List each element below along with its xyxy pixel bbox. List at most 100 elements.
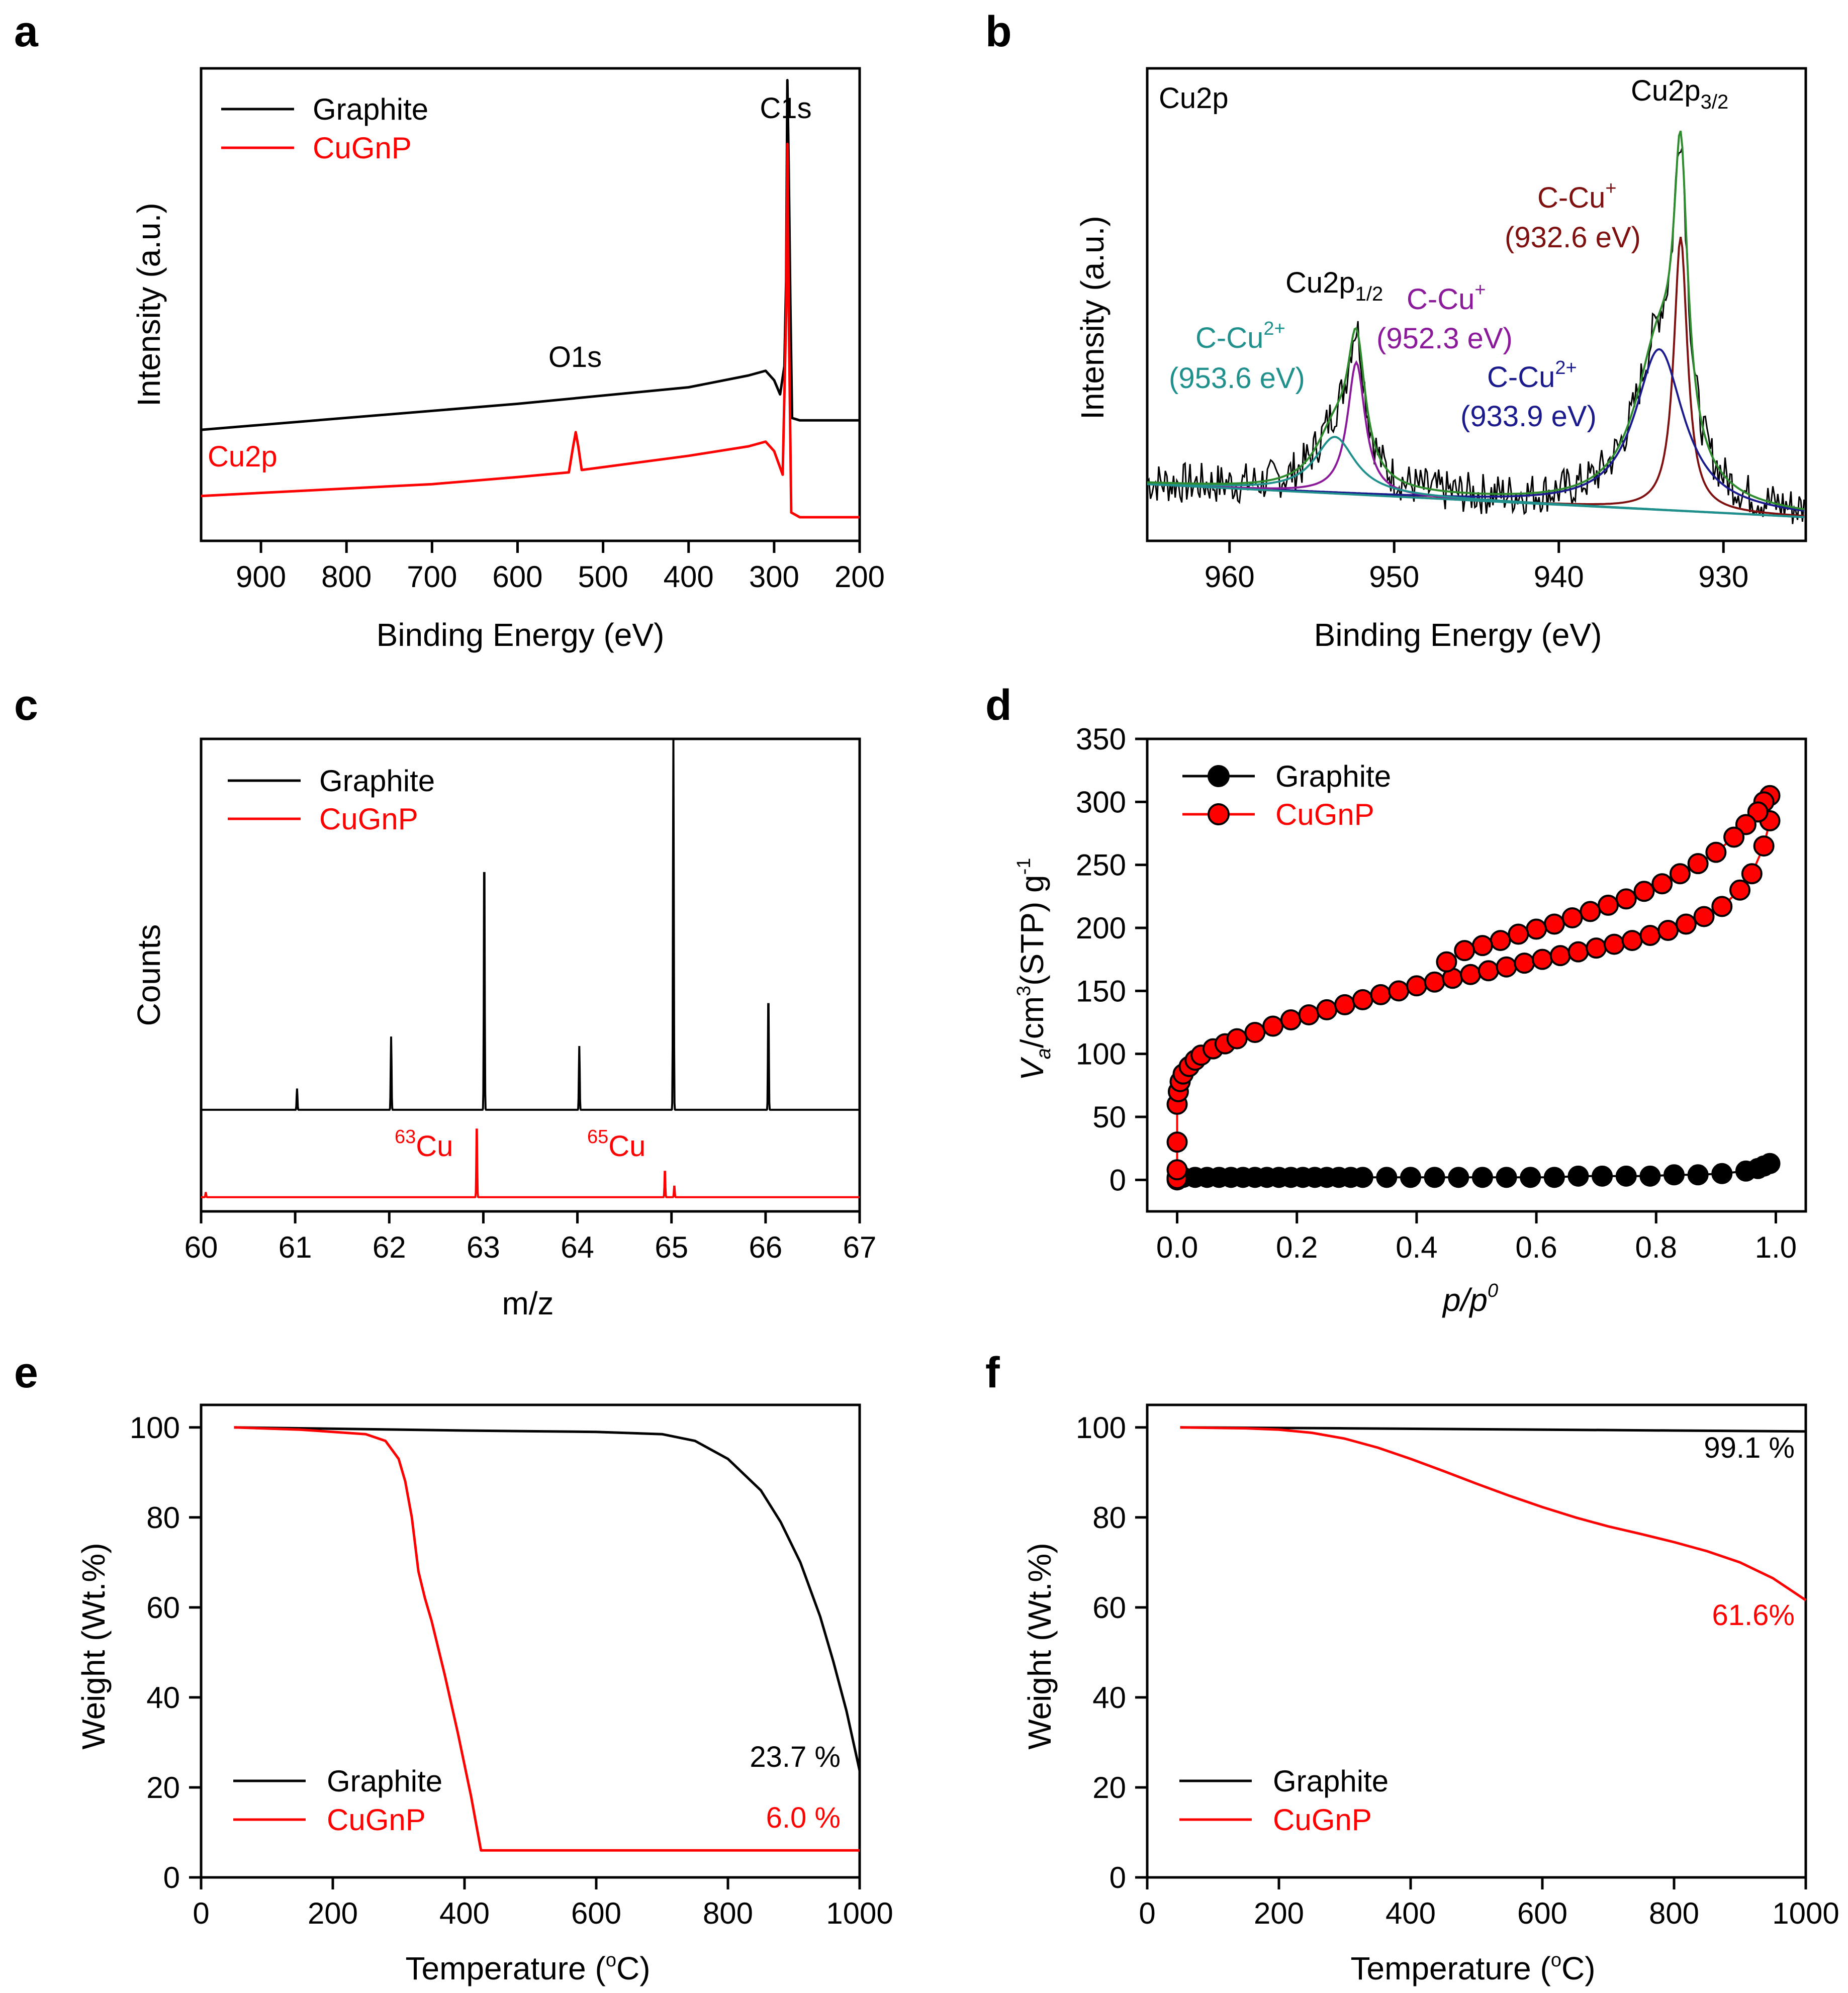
y-axis-m1: -1 [1013,858,1035,875]
series-group [1146,130,1805,524]
data-point [1567,1165,1589,1187]
cu2p-annotation: Cu2p [208,440,278,473]
data-point [1424,971,1445,993]
y-axis-stp: (STP) g [1014,875,1050,985]
x-tick-label: 400 [664,560,714,594]
x-tick-label: 0.4 [1396,1230,1437,1264]
panel-f: f 0 200 400 600 800 1000 0 20 40 60 80 100 Temperat… [985,1349,1839,1986]
legend-cugnp: CuGnP [1275,798,1374,831]
cu2p32-subscript: 3/2 [1701,91,1729,113]
y-tick-label: 80 [146,1501,180,1535]
y-tick-label: 20 [1092,1771,1126,1805]
data-point [1477,960,1499,982]
data-point [1532,948,1553,970]
ccu2-953-label: C-Cu2+ [1195,318,1285,354]
series-graphite [234,1426,861,1771]
y-tick-label: 150 [1076,974,1126,1008]
x-axis-label-end: C) [1561,1950,1596,1986]
data-point [1460,964,1482,985]
x-tick-label: 400 [1385,1896,1436,1930]
x-axis-label: m/z [502,1285,553,1321]
x-tick-label: 0.2 [1276,1230,1318,1264]
x-tick-label: 65 [655,1230,688,1264]
y-axis-label: Intensity (a.u.) [131,203,167,407]
plot-frame [1146,737,1807,1213]
series-graphite [201,79,860,431]
data-point [1166,1159,1188,1181]
y-tick-label: 80 [1092,1501,1126,1535]
x-tick-label: 64 [561,1230,594,1264]
data-point [1316,999,1338,1020]
y-axis-v: V [1014,1057,1050,1081]
data-point [1711,1163,1733,1184]
ccu2-953-text: C-Cu [1195,322,1263,354]
y-tick-label: 60 [146,1591,180,1625]
legend-cugnp: CuGnP [1273,1803,1372,1837]
series-group [1180,1426,1807,1601]
y-tick-label: 250 [1076,848,1126,882]
panel-label: b [985,8,1012,56]
data-point [1723,826,1745,848]
series-group [201,79,860,519]
series-cugnp [1180,1426,1807,1601]
data-point [1580,901,1601,922]
data-point [1567,941,1589,963]
y-tick-label: 0 [163,1861,180,1894]
ccu-plus-932-text: C-Cu [1537,181,1605,214]
fit-envelope [1147,130,1804,511]
y-axis-label: Weight (Wt.%) [75,1543,112,1749]
data-point [1586,937,1607,959]
data-point [1747,801,1769,823]
y-tick-label: 200 [1076,911,1126,945]
x-tick-label: 900 [236,560,286,594]
y-axis-a: a [1033,1048,1055,1059]
y-tick-label: 300 [1076,785,1126,819]
data-point [1370,984,1392,1005]
x-axis-label: Temperature (oC) [405,1950,650,1986]
legend-cugnp: CuGnP [313,131,412,165]
y-axis-cm: /cm [1014,996,1050,1048]
data-point [1490,930,1511,952]
ccu-plus-932-value: (932.6 eV) [1505,221,1641,254]
panel-label: c [14,681,38,729]
x-tick-label: 0.6 [1515,1230,1557,1264]
cu2p12-annotation: Cu2p1/2 [1285,266,1383,305]
series-cugnp [234,1426,860,1852]
ccu-plus-952-sup: + [1474,279,1486,301]
graphite-end-annotation: 23.7 % [750,1741,841,1773]
ccu2-953-sup: 2+ [1263,318,1285,339]
y-axis-label: Counts [131,924,167,1026]
data-point [1664,1164,1685,1186]
y-tick-label: 40 [146,1681,180,1715]
panel-d: d 0.0 0.2 0.4 0.6 0.8 1.0 0 50 100 150 200 250 300 35… [985,681,1807,1318]
plot-frame [200,67,861,542]
cu65-annotation: 65Cu [587,1126,645,1163]
x-tick-label: 600 [1517,1896,1567,1930]
panel-label: e [14,1349,38,1397]
x-axis-label-sup: o [606,1950,616,1971]
cugnp-end-annotation: 6.0 % [766,1801,841,1834]
ccu2-933-sup: 2+ [1555,357,1577,378]
x-tick-label: 1000 [826,1896,893,1930]
data-point [1639,925,1661,946]
x-axis-label-end: C) [616,1950,651,1986]
series-graphite [201,738,860,1111]
x-tick-label: 800 [1649,1896,1699,1930]
data-point [1514,953,1535,974]
cu63-annotation: 63Cu [395,1126,453,1163]
legend-graphite: Graphite [327,1764,442,1798]
legend-graphite: Graphite [313,92,428,126]
data-point [1376,1167,1398,1188]
cu65-sup: 65 [587,1126,608,1148]
data-point [1352,1167,1373,1188]
data-point [1639,1165,1661,1187]
x-tick-label: 800 [703,1896,753,1930]
plot-frame [1146,1403,1807,1879]
data-point [1729,879,1750,901]
panel-c: c 60 61 62 63 64 65 66 67 m/z Counts Graphite C… [14,681,876,1321]
legend-marker-graphite [1208,765,1230,787]
series-cugnp [201,142,860,519]
y-tick-label: 100 [1076,1411,1126,1445]
x-tick-label: 300 [749,560,799,594]
series-group [201,738,860,1198]
